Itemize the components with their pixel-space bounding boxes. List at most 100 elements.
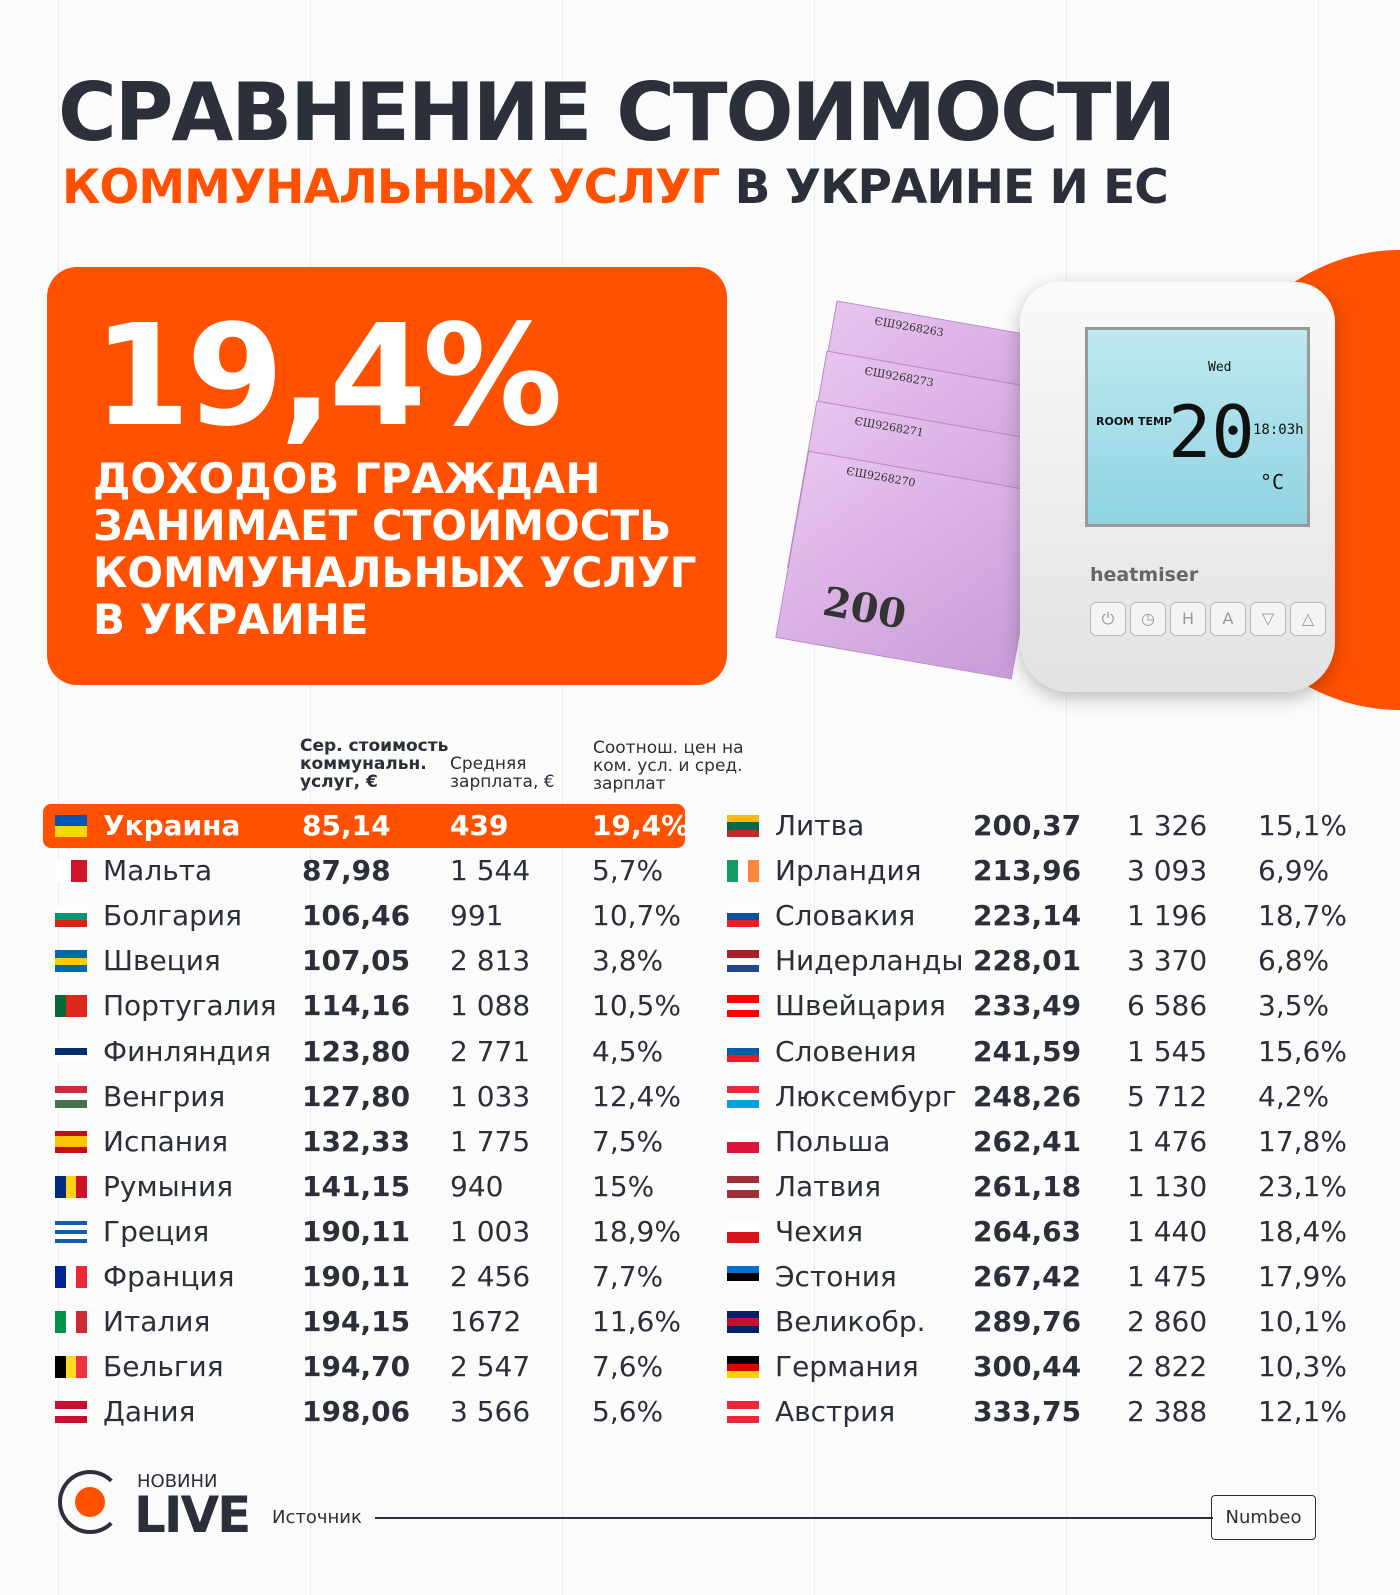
cell-salary: 1 544 bbox=[450, 854, 531, 888]
flag-icon bbox=[727, 860, 760, 883]
source-label: Источник bbox=[272, 1507, 362, 1528]
table-row: Швеция 107,05 2 813 3,8% bbox=[0, 940, 663, 982]
cell-cost: 267,42 bbox=[973, 1260, 1082, 1293]
cell-ratio: 10,7% bbox=[592, 899, 681, 933]
cell-ratio: 7,5% bbox=[592, 1124, 664, 1158]
table-row: Дания 198,06 3 566 5,6% bbox=[0, 1391, 663, 1433]
cell-cost: 87,98 bbox=[302, 854, 391, 888]
cell-ratio: 4,5% bbox=[592, 1034, 664, 1068]
thermostat-image: Wed ROOM TEMP 20 18:03h °C heatmiser ⏻ ◷ H… bbox=[1020, 282, 1335, 692]
cell-salary: 991 bbox=[450, 899, 504, 933]
up-icon: △ bbox=[1290, 602, 1326, 636]
clock-icon: ◷ bbox=[1130, 602, 1166, 636]
cell-salary: 1 033 bbox=[450, 1079, 531, 1113]
cell-country: Германия bbox=[775, 1350, 919, 1384]
cell-country: Словакия bbox=[775, 899, 916, 933]
cell-cost: 198,06 bbox=[302, 1395, 411, 1429]
cell-cost: 289,76 bbox=[973, 1305, 1082, 1339]
flag-icon bbox=[727, 1311, 759, 1334]
thermostat-buttons: ⏻ ◷ H A ▽ △ bbox=[1090, 602, 1326, 636]
cell-country: Литва bbox=[775, 809, 865, 842]
cell-ratio: 12,1% bbox=[1258, 1395, 1347, 1429]
cell-cost: 123,80 bbox=[302, 1034, 411, 1068]
cell-salary: 1 196 bbox=[1127, 899, 1208, 933]
cell-country: Италия bbox=[103, 1305, 211, 1339]
flag-icon bbox=[727, 905, 759, 928]
cell-country: Австрия bbox=[775, 1395, 896, 1429]
cell-ratio: 5,6% bbox=[592, 1395, 664, 1429]
cell-cost: 141,15 bbox=[302, 1169, 411, 1203]
cell-country: Греция bbox=[103, 1214, 210, 1248]
cell-ratio: 18,4% bbox=[1258, 1214, 1347, 1248]
thermostat-time: 18:03h bbox=[1253, 422, 1304, 438]
flag-icon bbox=[55, 905, 87, 928]
cell-country: Финляндия bbox=[103, 1034, 272, 1068]
cell-ratio: 10,5% bbox=[592, 989, 681, 1023]
cell-cost: 264,63 bbox=[973, 1214, 1082, 1248]
cell-cost: 300,44 bbox=[973, 1350, 1082, 1384]
cell-ratio: 3,8% bbox=[592, 944, 664, 978]
cell-cost: 262,41 bbox=[973, 1124, 1082, 1158]
table-row: Польша 262,41 1 476 17,8% bbox=[0, 1121, 1347, 1163]
cell-country: Венгрия bbox=[103, 1079, 226, 1113]
flag-icon bbox=[55, 1266, 88, 1288]
highlight-text: ДОХОДОВ ГРАЖДАН ЗАНИМАЕТ СТОИМОСТЬ КОММУ… bbox=[93, 454, 697, 644]
thermostat-temp: 20 bbox=[1168, 390, 1255, 474]
cell-country: Эстония bbox=[775, 1260, 897, 1293]
table-row: Латвия 261,18 1 130 23,1% bbox=[0, 1166, 1347, 1208]
flag-icon bbox=[727, 1040, 759, 1063]
cell-ratio: 11,6% bbox=[592, 1305, 681, 1339]
cell-cost: 85,14 bbox=[302, 809, 391, 842]
cell-ratio: 15,1% bbox=[1258, 809, 1347, 842]
cell-country: Португалия bbox=[103, 989, 277, 1023]
cell-country: Нидерланды bbox=[775, 944, 964, 978]
flag-icon bbox=[55, 995, 88, 1018]
cell-country: Швейцария bbox=[775, 989, 946, 1023]
cell-cost: 333,75 bbox=[973, 1395, 1082, 1429]
title-rest: В УКРАИНЕ И ЕС bbox=[719, 160, 1169, 215]
cell-salary: 1 476 bbox=[1127, 1124, 1208, 1158]
cell-country: Латвия bbox=[775, 1169, 882, 1203]
cell-country: Великобр. bbox=[775, 1305, 926, 1339]
cell-ratio: 10,1% bbox=[1258, 1305, 1347, 1339]
cell-cost: 106,46 bbox=[302, 899, 411, 933]
cell-cost: 233,49 bbox=[973, 989, 1082, 1023]
table-row: Ирландия 213,96 3 093 6,9% bbox=[0, 850, 1329, 892]
cell-salary: 1 326 bbox=[1127, 809, 1208, 842]
cell-salary: 2 860 bbox=[1127, 1305, 1208, 1339]
table-row: Болгария 106,46 991 10,7% bbox=[0, 895, 681, 937]
cell-ratio: 15,6% bbox=[1258, 1034, 1347, 1068]
header-cost: Сер. стоимость коммунальн. услуг, € bbox=[300, 736, 449, 792]
cell-salary: 3 370 bbox=[1127, 944, 1208, 978]
flag-icon bbox=[55, 1040, 87, 1063]
cell-ratio: 17,8% bbox=[1258, 1124, 1347, 1158]
thermostat-unit: °C bbox=[1260, 470, 1285, 494]
flag-icon bbox=[55, 860, 87, 883]
table-row: Украина 85,14 439 19,4% bbox=[0, 805, 689, 847]
flag-icon bbox=[727, 1356, 759, 1379]
thermostat-screen: Wed ROOM TEMP 20 18:03h °C bbox=[1085, 327, 1310, 527]
table-row: Словакия 223,14 1 196 18,7% bbox=[0, 895, 1347, 937]
flag-icon bbox=[727, 1266, 759, 1288]
cell-salary: 1 088 bbox=[450, 989, 531, 1023]
flag-icon bbox=[55, 1175, 88, 1198]
cell-salary: 5 712 bbox=[1127, 1079, 1208, 1113]
cell-salary: 6 586 bbox=[1127, 989, 1208, 1023]
cell-ratio: 6,9% bbox=[1258, 854, 1330, 888]
novyny-live-logo bbox=[58, 1470, 122, 1534]
table-row: Германия 300,44 2 822 10,3% bbox=[0, 1346, 1347, 1388]
cell-cost: 194,70 bbox=[302, 1350, 411, 1384]
highlight-value: 19,4% bbox=[93, 295, 563, 458]
cell-ratio: 7,6% bbox=[592, 1350, 664, 1384]
cell-cost: 241,59 bbox=[973, 1034, 1082, 1068]
table-row: Нидерланды 228,01 3 370 6,8% bbox=[0, 940, 1329, 982]
table-row: Австрия 333,75 2 388 12,1% bbox=[0, 1391, 1347, 1433]
cell-salary: 940 bbox=[450, 1169, 504, 1203]
flag-icon bbox=[727, 1175, 759, 1198]
flag-icon bbox=[55, 950, 87, 973]
cell-country: Румыния bbox=[103, 1169, 234, 1203]
cell-ratio: 18,9% bbox=[592, 1214, 681, 1248]
header-salary: Средняя зарплата, € bbox=[450, 754, 555, 792]
source-name: Numbeo bbox=[1211, 1495, 1316, 1540]
cell-salary: 2 547 bbox=[450, 1350, 531, 1384]
